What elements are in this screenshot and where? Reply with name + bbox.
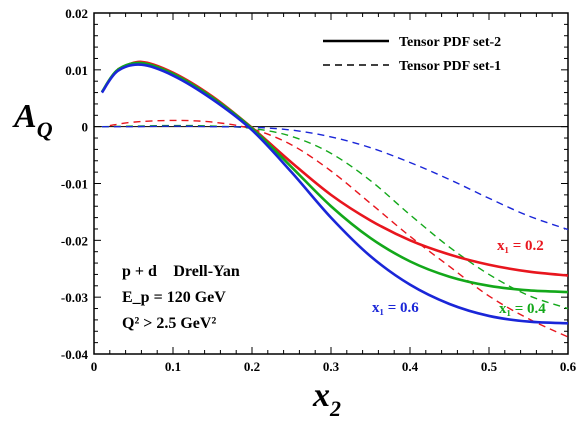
x-tick-label: 0.3 — [323, 359, 340, 374]
y-axis-title: AQ — [12, 98, 53, 142]
annotation-line-1: p + d⃗ Drell-Yan — [122, 263, 240, 280]
series-set1-x1-0.2 — [109, 119, 569, 338]
x-tick-label: 0.5 — [481, 359, 498, 374]
curve-label-x1-0.4: x₁ = 0.4 — [499, 301, 546, 317]
y-tick-label: 0 — [82, 120, 89, 135]
series-set1-x1-0.4 — [101, 124, 569, 310]
legend-label-set-1: Tensor PDF set-1 — [399, 59, 501, 74]
y-tick-label: -0.01 — [61, 177, 88, 192]
series-layer — [100, 60, 569, 338]
x-tick-label: 0.2 — [244, 359, 260, 374]
y-tick-label: -0.02 — [61, 233, 88, 248]
annotation-line-2: E_p = 120 GeV — [122, 289, 226, 306]
x-tick-label: 0.6 — [560, 359, 577, 374]
y-tick-label: -0.04 — [61, 347, 89, 362]
annotation-line-3: Q² > 2.5 GeV² — [122, 315, 216, 332]
series-set2-x1-0.6 — [100, 63, 569, 325]
y-tick-label: 0.02 — [65, 6, 88, 21]
series-set1-x1-0.6 — [101, 125, 569, 231]
axis-ticks — [93, 12, 569, 355]
x-tick-label: 0 — [91, 359, 98, 374]
y-tick-label: 0.01 — [65, 63, 88, 78]
series-set2-x1-0.4 — [100, 61, 569, 294]
legend: Tensor PDF set-2 Tensor PDF set-1 — [323, 35, 501, 74]
x-tick-label: 0.4 — [402, 359, 419, 374]
x-axis-title: x2 — [312, 377, 341, 421]
curve-label-x1-0.6: x₁ = 0.6 — [372, 300, 419, 316]
x-tick-label: 0.1 — [165, 359, 181, 374]
y-tick-label: -0.03 — [61, 290, 89, 305]
annotation: p + d⃗ Drell-Yan E_p = 120 GeV Q² > 2.5 … — [122, 263, 240, 332]
curve-label-x1-0.2: x₁ = 0.2 — [497, 238, 544, 254]
axis-tick-labels: 0 0.1 0.2 0.3 0.4 0.5 0.6 0.02 0.01 0 -0.01 -0.02 -0… — [61, 6, 577, 374]
legend-label-set-2: Tensor PDF set-2 — [399, 35, 501, 50]
